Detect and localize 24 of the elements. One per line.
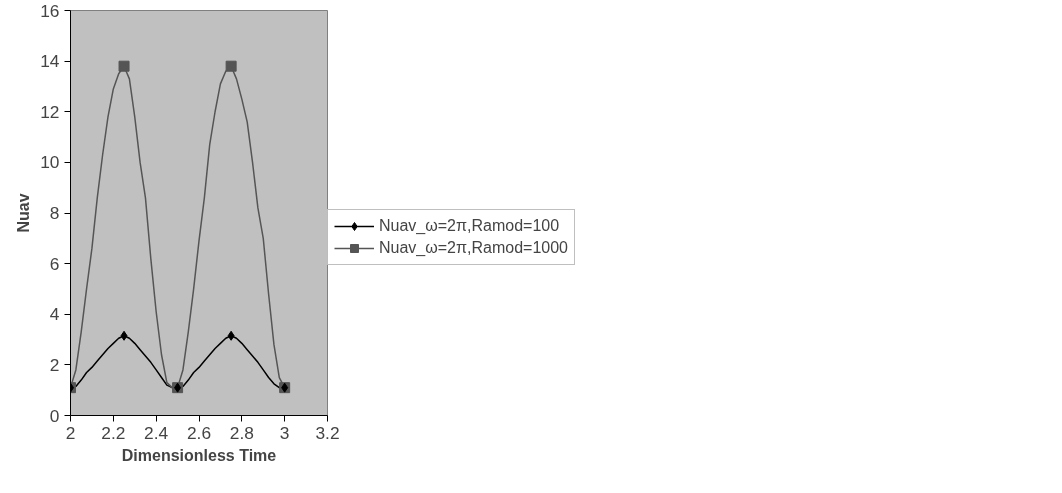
point [120,330,128,341]
y-tick-label: 14 [40,51,60,72]
x-tick-label: 3.2 [315,422,340,443]
y-tick-label: 2 [49,354,60,375]
legend-label: Nuav_ω=2π,Ramod=1000 [379,239,568,257]
x-tick-label: 2.4 [144,422,169,443]
y-tick-label: 4 [49,304,60,325]
point [227,330,235,341]
x-tick-label: 2.8 [229,422,254,443]
y-tick-label: 8 [49,203,60,223]
x-tick-label: 2.6 [186,422,212,443]
y-tick-label: 0 [49,405,60,426]
y-tick-label: 10 [40,152,60,173]
point [225,60,237,72]
x-tick-label: 3 [279,422,290,443]
x-tick-label: 2.2 [101,422,126,443]
x-tick-label: 2 [65,422,76,443]
y-tick-label: 6 [49,253,60,274]
x-axis-title: Dimensionless Time [121,446,277,464]
y-tick-label: 16 [40,0,60,21]
y-axis-title: Nuav [15,193,33,233]
y-tick-label: 12 [40,101,60,122]
point [118,60,130,72]
legend-label: Nuav_ω=2π,Ramod=100 [379,217,560,235]
